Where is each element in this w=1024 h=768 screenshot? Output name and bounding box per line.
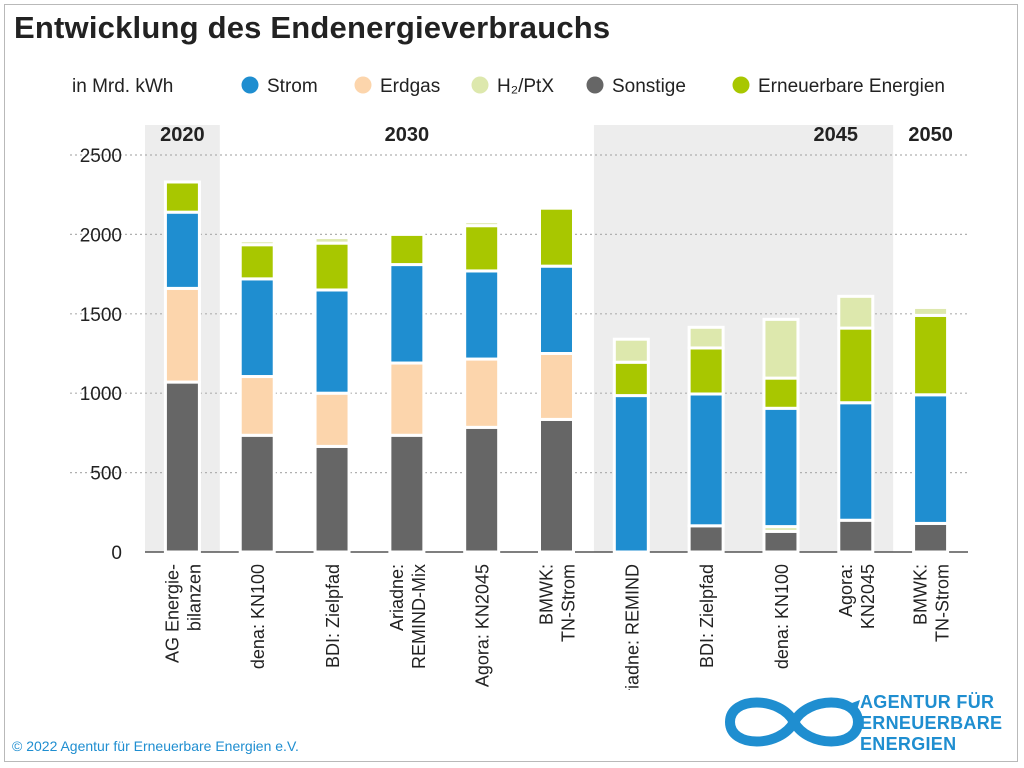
bar-segment bbox=[837, 401, 875, 522]
bar-segment bbox=[687, 325, 725, 350]
bar-segment bbox=[912, 305, 950, 317]
logo-line: AGENTUR FÜR bbox=[860, 692, 995, 712]
legend-label: Strom bbox=[267, 76, 318, 97]
bar-segment bbox=[163, 380, 201, 554]
bar-segment bbox=[163, 210, 201, 290]
x-category-label: dena: KN100 bbox=[248, 564, 268, 669]
aee-infinity-logo-icon bbox=[724, 697, 864, 747]
bar-segment bbox=[313, 391, 351, 448]
bar-segment bbox=[837, 294, 875, 330]
bar-segment bbox=[762, 317, 800, 380]
bar-segment bbox=[388, 232, 426, 267]
legend-marker bbox=[471, 76, 489, 94]
bar-segment bbox=[238, 375, 276, 437]
bar-segment bbox=[313, 288, 351, 395]
legend-marker bbox=[354, 76, 372, 94]
bar-segment bbox=[463, 357, 501, 429]
bar-segment bbox=[313, 444, 351, 554]
group-year-label: 2050 bbox=[908, 124, 953, 146]
legend-marker bbox=[586, 76, 604, 94]
bar-segment bbox=[313, 241, 351, 292]
x-category-label: Ariadne: REMIND bbox=[622, 564, 642, 690]
chart-title: Entwicklung des Endenergieverbrauchs bbox=[14, 10, 611, 45]
group-year-label: 2045 bbox=[814, 124, 859, 146]
bar-segment bbox=[687, 346, 725, 396]
x-category-label: Agora: bbox=[836, 564, 856, 617]
legend-label: Sonstige bbox=[612, 76, 686, 97]
bar-segment bbox=[912, 313, 950, 397]
group-year-label: 2030 bbox=[385, 124, 430, 146]
y-tick-label: 2500 bbox=[80, 146, 122, 167]
bar-segment bbox=[238, 243, 276, 281]
x-category-label: KN2045 bbox=[858, 564, 878, 629]
bar-segment bbox=[238, 239, 276, 247]
bar-segment bbox=[837, 326, 875, 405]
bar-segment bbox=[687, 392, 725, 528]
bar-segment bbox=[837, 518, 875, 554]
bar-segment bbox=[463, 224, 501, 273]
bar-segment bbox=[912, 521, 950, 554]
logo-line: ERNEUERBARE bbox=[860, 713, 1003, 733]
x-category-label: TN-Strom bbox=[933, 564, 953, 642]
bar-segment bbox=[538, 206, 575, 268]
bar-segment bbox=[238, 433, 276, 554]
stacked-bar-chart: 0 500 1000 1500 2000 2500 2020 2030 2045 2050 AG E… bbox=[70, 76, 968, 690]
y-tick-label: 2000 bbox=[80, 225, 122, 246]
legend-label: Erneuerbare Energien bbox=[758, 76, 945, 97]
bar-segment bbox=[163, 180, 201, 214]
bar-segment bbox=[388, 433, 426, 554]
x-category-label: Ariadne: bbox=[387, 564, 407, 631]
y-tick-label: 1500 bbox=[80, 305, 122, 326]
bar-segment bbox=[612, 337, 650, 364]
bar-segment bbox=[612, 394, 650, 554]
x-category-label: REMIND-Mix bbox=[409, 564, 429, 669]
logo-line: ENERGIEN bbox=[860, 734, 957, 754]
bar-segment bbox=[238, 277, 276, 379]
x-category-label: BDI: Zielpfad bbox=[697, 564, 717, 668]
legend-marker bbox=[241, 76, 259, 94]
bar-segment bbox=[388, 263, 426, 365]
unit-label: in Mrd. kWh bbox=[72, 76, 173, 97]
bar-segment bbox=[912, 393, 950, 525]
x-category-label: AG Energie- bbox=[162, 564, 182, 663]
bar-segment bbox=[538, 352, 575, 421]
y-tick-label: 500 bbox=[90, 464, 122, 485]
x-category-label: BMWK: bbox=[911, 564, 931, 625]
y-tick-label: 0 bbox=[111, 543, 122, 564]
bar-segment bbox=[463, 220, 501, 228]
x-category-label: Agora: KN2045 bbox=[473, 564, 493, 687]
x-category-label: TN-Strom bbox=[559, 564, 579, 642]
legend-marker bbox=[732, 76, 750, 94]
bar-segment bbox=[463, 425, 501, 554]
y-tick-label: 1000 bbox=[80, 384, 122, 405]
group-year-label: 2020 bbox=[160, 124, 205, 146]
bar-segment bbox=[612, 360, 650, 398]
bar-segment bbox=[762, 529, 800, 554]
bar-segment bbox=[163, 286, 201, 384]
x-category-label: bilanzen bbox=[184, 564, 204, 631]
legend-label: Erdgas bbox=[380, 76, 440, 97]
bar-segment bbox=[687, 524, 725, 554]
logo-wordmark: AGENTUR FÜR ERNEUERBARE ENERGIEN bbox=[860, 692, 1002, 755]
bar-segment bbox=[538, 417, 575, 554]
x-category-label: dena: KN100 bbox=[772, 564, 792, 669]
copyright-notice: © 2022 Agentur für Erneuerbare Energien … bbox=[12, 738, 299, 754]
legend-label: H₂/PtX bbox=[497, 76, 554, 97]
bar-segment bbox=[388, 361, 426, 437]
x-category-label: BMWK: bbox=[537, 564, 557, 625]
bar-segment bbox=[313, 236, 351, 245]
x-category-label: BDI: Zielpfad bbox=[323, 564, 343, 668]
bar-segment bbox=[762, 406, 800, 529]
bar-segment bbox=[762, 376, 800, 410]
bar-segment bbox=[538, 264, 575, 355]
bar-segment bbox=[463, 269, 501, 361]
